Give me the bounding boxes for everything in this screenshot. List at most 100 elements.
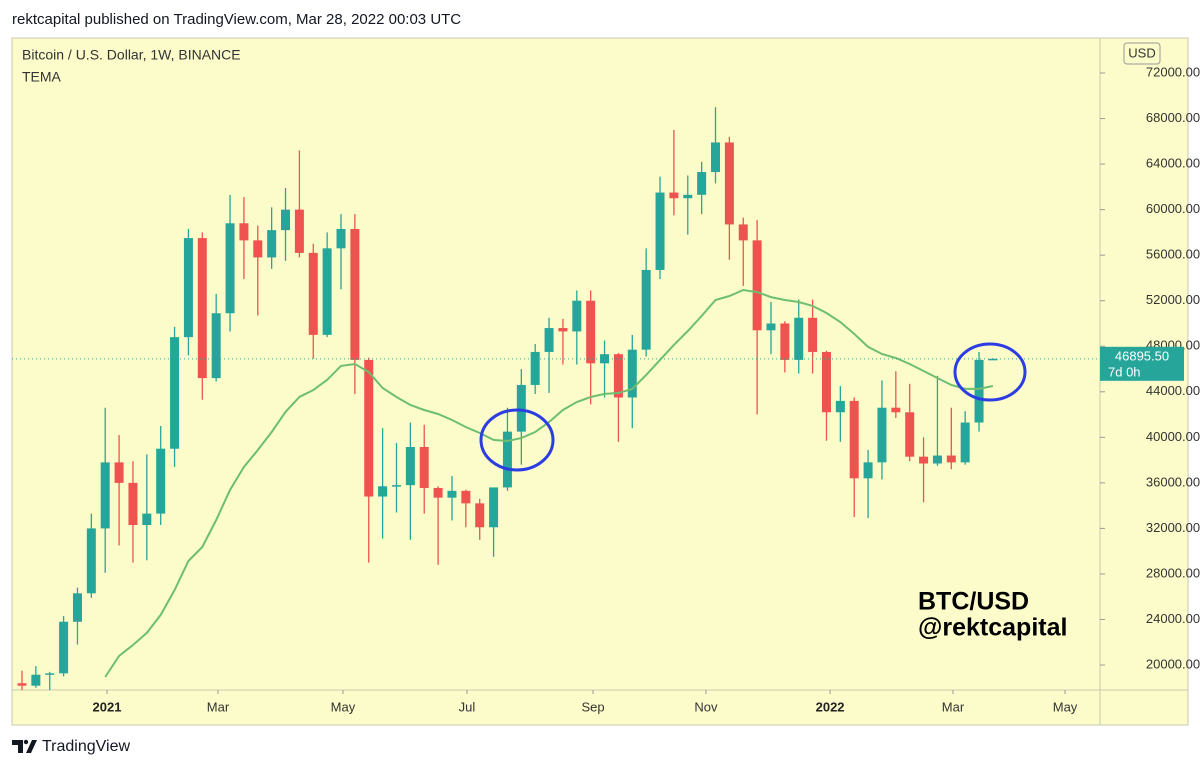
candle-body: [558, 328, 568, 332]
candle-body: [613, 354, 623, 398]
candle-body: [780, 323, 790, 360]
overlay: 20000.00 24000.00 28000.00 32000.00 36000.00…: [93, 64, 1200, 714]
y-tick-label: 40000.00: [1146, 429, 1200, 444]
candle-body: [267, 230, 277, 258]
candle-body: [156, 448, 166, 514]
candle-body: [586, 300, 596, 364]
candle-body: [405, 447, 415, 486]
candle-body: [378, 486, 388, 497]
candle-body: [100, 462, 110, 529]
x-tick-label: Nov: [694, 699, 718, 714]
candle-body: [821, 351, 831, 413]
candle-body: [17, 683, 27, 686]
indicator-line: [104, 288, 994, 678]
candle-body: [142, 513, 152, 525]
candle-body: [655, 192, 665, 270]
candle-body: [433, 487, 443, 498]
candle-body: [960, 422, 970, 463]
candle-body: [919, 456, 929, 464]
candle-body: [863, 462, 873, 479]
candle-body: [364, 359, 374, 497]
last-price-tag: [1100, 346, 1184, 381]
candle-body: [974, 359, 984, 423]
y-tick-label: 36000.00: [1146, 474, 1200, 489]
candle-body: [225, 223, 235, 314]
y-tick-label: 72000.00: [1146, 64, 1200, 79]
candle-body: [489, 487, 499, 528]
candle-body: [419, 447, 429, 488]
y-tick-label: 56000.00: [1146, 247, 1200, 262]
candle-body: [683, 194, 693, 199]
candle-body: [322, 248, 332, 335]
candle-body: [794, 317, 804, 360]
footer-brand: TradingView: [42, 738, 130, 755]
candle-body: [544, 328, 554, 352]
candle-body: [294, 209, 304, 253]
candle-body: [711, 142, 721, 173]
y-tick-label: 32000.00: [1146, 520, 1200, 535]
candle-body: [891, 407, 901, 413]
candle-body: [932, 455, 942, 464]
y-tick-label: 28000.00: [1146, 565, 1200, 580]
candle-body: [752, 240, 762, 331]
candle-body: [391, 485, 401, 487]
last-price-label: 46895.50: [1115, 348, 1169, 363]
y-tick-label: 68000.00: [1146, 110, 1200, 125]
candle-body: [808, 317, 818, 352]
x-tick-label: May: [1053, 699, 1078, 714]
plot-area: [12, 107, 1100, 690]
candle-body: [86, 528, 96, 594]
candle-body: [183, 238, 193, 338]
candle-body: [59, 621, 69, 674]
candle-body: [946, 455, 956, 463]
candle-body: [31, 674, 41, 686]
candle-body: [128, 482, 138, 525]
candle-body: [516, 384, 526, 432]
y-tick-label: 24000.00: [1146, 611, 1200, 626]
candle-body: [114, 462, 124, 483]
candle-body: [669, 192, 679, 199]
candle-body: [308, 252, 318, 335]
candle-body: [502, 431, 512, 488]
currency-box[interactable]: [1123, 42, 1161, 65]
candle-body: [849, 400, 859, 479]
chart-title: Bitcoin / U.S. Dollar, 1W, BINANCE: [22, 47, 241, 63]
candle-body: [766, 323, 776, 331]
candle-body: [197, 238, 207, 379]
candle-body: [72, 593, 82, 622]
candle-body: [281, 209, 291, 231]
candle-body: [211, 313, 221, 379]
x-tick-label: Mar: [942, 699, 965, 714]
publish-header: rektcapital published on TradingView.com…: [12, 11, 461, 28]
x-tick-label: Mar: [207, 699, 230, 714]
x-tick-label: Jul: [459, 699, 476, 714]
x-tick-label: 2021: [93, 699, 122, 714]
candle-body: [877, 407, 887, 463]
candle-body: [835, 400, 845, 413]
y-tick-label: 60000.00: [1146, 201, 1200, 216]
candle-body: [475, 503, 485, 528]
candle-body: [724, 142, 734, 225]
candle-body: [738, 224, 748, 241]
candle-body: [905, 412, 915, 457]
candle-body: [697, 172, 707, 195]
currency-label: USD: [1128, 45, 1155, 60]
candle-body: [336, 228, 346, 249]
candle-body: [239, 223, 249, 241]
x-tick-label: Sep: [581, 699, 604, 714]
watermark-author: @rektcapital: [918, 614, 1067, 642]
chart-background: [11, 37, 1189, 726]
candle-body: [572, 300, 582, 332]
candle-body: [447, 490, 457, 498]
y-tick-label: 44000.00: [1146, 383, 1200, 398]
y-tick-label: 64000.00: [1146, 156, 1200, 171]
candle-body: [461, 490, 471, 504]
candle-body: [170, 337, 180, 449]
candle-body: [627, 349, 637, 398]
watermark-pair: BTC/USD: [918, 588, 1029, 616]
y-tick-label: 52000.00: [1146, 292, 1200, 307]
candle-body: [350, 228, 360, 360]
highlight-circle: [479, 408, 555, 472]
candle-body: [641, 269, 651, 350]
